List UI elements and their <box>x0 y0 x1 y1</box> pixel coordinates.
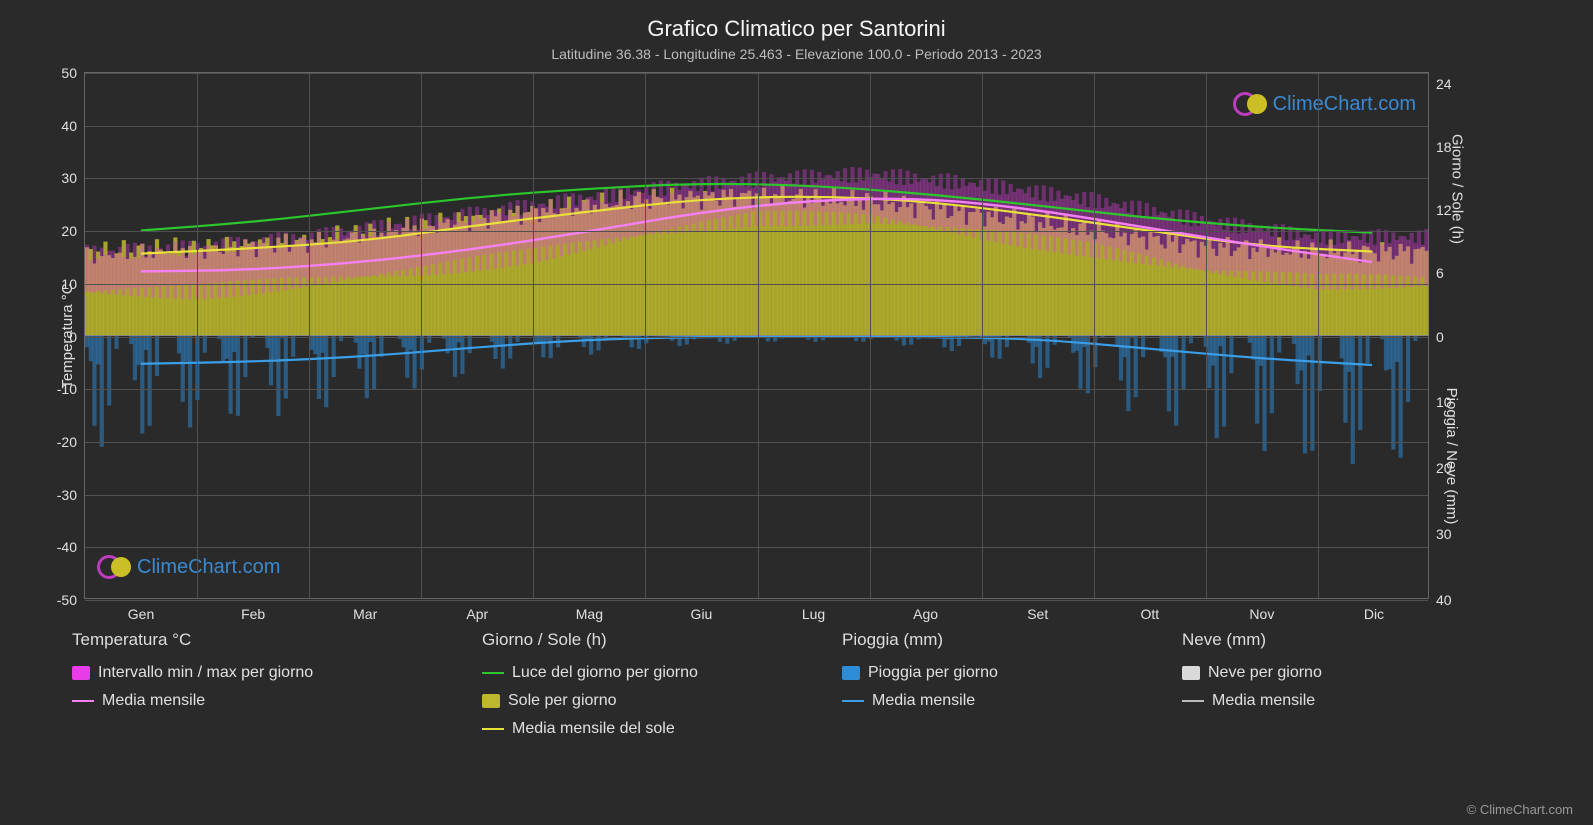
legend-label: Neve per giorno <box>1208 664 1322 682</box>
watermark-text: ClimeChart.com <box>1273 93 1416 116</box>
legend-header: Temperatura °C <box>72 630 422 650</box>
y-right-top-tick-label: 18 <box>1428 139 1452 155</box>
swatch-sun <box>482 694 500 708</box>
legend-header: Giorno / Sole (h) <box>482 630 782 650</box>
legend-label: Media mensile <box>1212 692 1315 710</box>
x-tick-label: Feb <box>241 598 265 622</box>
x-tick-label: Nov <box>1249 598 1274 622</box>
watermark-bottom: ClimeChart.com <box>97 554 280 580</box>
legend: Temperatura °C Intervallo min / max per … <box>72 630 1553 738</box>
swatch-snow <box>1182 666 1200 680</box>
y-left-tick-label: -30 <box>57 487 85 503</box>
legend-col-temp: Temperatura °C Intervallo min / max per … <box>72 630 422 738</box>
swatch-daylight <box>482 672 504 674</box>
y-left-tick-label: 0 <box>69 329 85 345</box>
x-tick-label: Mar <box>353 598 377 622</box>
legend-item: Media mensile <box>72 692 422 710</box>
logo-icon <box>1233 91 1267 117</box>
swatch-rain <box>842 666 860 680</box>
legend-label: Media mensile <box>102 692 205 710</box>
logo-icon <box>97 554 131 580</box>
y-left-tick-label: -40 <box>57 539 85 555</box>
legend-item: Media mensile del sole <box>482 720 782 738</box>
legend-label: Intervallo min / max per giorno <box>98 664 313 682</box>
y-left-tick-label: -50 <box>57 592 85 608</box>
chart-subtitle: Latitudine 36.38 - Longitudine 25.463 - … <box>40 46 1553 62</box>
x-tick-label: Lug <box>802 598 825 622</box>
legend-label: Pioggia per giorno <box>868 664 998 682</box>
y-right-bottom-tick-label: 40 <box>1428 592 1452 608</box>
legend-label: Media mensile del sole <box>512 720 675 738</box>
y-right-top-tick-label: 12 <box>1428 202 1452 218</box>
y-right-top-tick-label: 0 <box>1428 329 1444 345</box>
x-tick-label: Dic <box>1364 598 1384 622</box>
legend-label: Media mensile <box>872 692 975 710</box>
y-left-tick-label: 50 <box>61 65 85 81</box>
y-left-tick-label: 30 <box>61 170 85 186</box>
chart-svg <box>85 73 1428 598</box>
y-left-tick-label: 20 <box>61 223 85 239</box>
y-right-top-tick-label: 24 <box>1428 76 1452 92</box>
swatch-sun-mean <box>482 728 504 730</box>
plot-area: Temperatura °C Giorno / Sole (h) Pioggia… <box>84 72 1429 599</box>
climate-chart: Grafico Climatico per Santorini Latitudi… <box>0 0 1593 825</box>
legend-col-rain: Pioggia (mm) Pioggia per giorno Media me… <box>842 630 1122 738</box>
x-tick-label: Gen <box>128 598 154 622</box>
legend-header: Neve (mm) <box>1182 630 1462 650</box>
legend-item: Media mensile <box>842 692 1122 710</box>
legend-item: Neve per giorno <box>1182 664 1462 682</box>
y-left-tick-label: -20 <box>57 434 85 450</box>
chart-title: Grafico Climatico per Santorini <box>40 16 1553 42</box>
x-tick-label: Giu <box>691 598 713 622</box>
watermark-top: ClimeChart.com <box>1233 91 1416 117</box>
legend-label: Sole per giorno <box>508 692 617 710</box>
legend-item: Luce del giorno per giorno <box>482 664 782 682</box>
y-left-tick-label: 10 <box>61 276 85 292</box>
y-left-tick-label: -10 <box>57 381 85 397</box>
y-left-tick-label: 40 <box>61 118 85 134</box>
x-tick-label: Ott <box>1140 598 1159 622</box>
y-right-top-tick-label: 6 <box>1428 265 1444 281</box>
copyright: © ClimeChart.com <box>1467 802 1573 817</box>
x-tick-label: Set <box>1027 598 1048 622</box>
legend-item: Sole per giorno <box>482 692 782 710</box>
legend-item: Pioggia per giorno <box>842 664 1122 682</box>
legend-label: Luce del giorno per giorno <box>512 664 698 682</box>
swatch-rain-mean <box>842 700 864 702</box>
x-tick-label: Mag <box>576 598 603 622</box>
swatch-snow-mean <box>1182 700 1204 702</box>
legend-col-sun: Giorno / Sole (h) Luce del giorno per gi… <box>482 630 782 738</box>
y-right-bottom-tick-label: 30 <box>1428 526 1452 542</box>
y-right-bottom-tick-label: 10 <box>1428 394 1452 410</box>
x-tick-label: Ago <box>913 598 938 622</box>
y-right-bottom-tick-label: 20 <box>1428 460 1452 476</box>
swatch-temp-mean <box>72 700 94 702</box>
legend-col-snow: Neve (mm) Neve per giorno Media mensile <box>1182 630 1462 738</box>
legend-item: Media mensile <box>1182 692 1462 710</box>
legend-header: Pioggia (mm) <box>842 630 1122 650</box>
legend-item: Intervallo min / max per giorno <box>72 664 422 682</box>
watermark-text: ClimeChart.com <box>137 556 280 579</box>
swatch-temp-range <box>72 666 90 680</box>
x-tick-label: Apr <box>466 598 488 622</box>
